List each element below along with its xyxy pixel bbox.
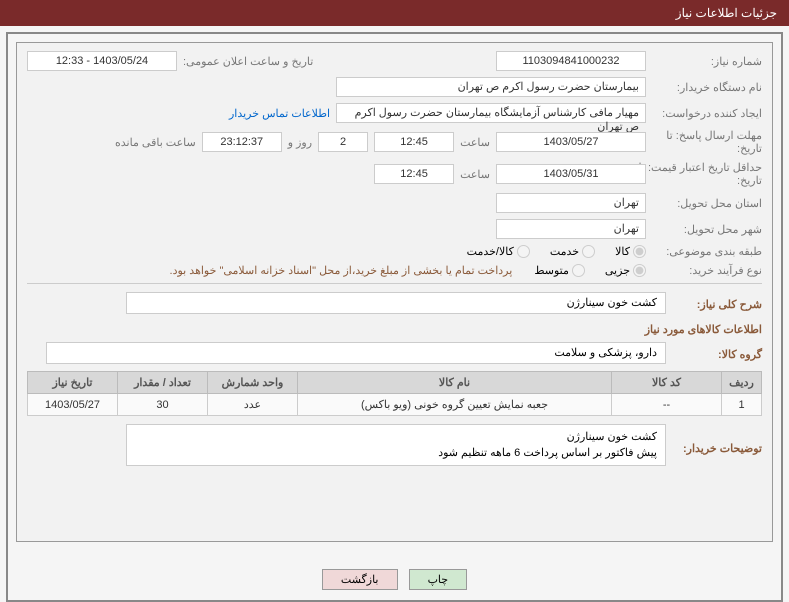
- items-table: ردیف کد کالا نام کالا واحد شمارش تعداد /…: [27, 371, 762, 416]
- time-remaining-field: 23:12:37: [202, 132, 282, 152]
- th-row: ردیف: [722, 372, 762, 394]
- category-label: طبقه بندی موضوعی:: [652, 245, 762, 258]
- days-and-label: روز و: [288, 136, 312, 149]
- need-number-field: 1103094841000232: [496, 51, 646, 71]
- requester-label: ایجاد کننده درخواست:: [652, 107, 762, 120]
- row-price-validity: حداقل تاریخ اعتبار قیمت: تا تاریخ: 1403/…: [27, 161, 762, 187]
- buyer-org-label: نام دستگاه خریدار:: [652, 81, 762, 94]
- city-field: تهران: [496, 219, 646, 239]
- items-section-title: اطلاعات کالاهای مورد نیاز: [27, 323, 762, 336]
- row-purchase-type: نوع فرآیند خرید: جزیی متوسط پرداخت تمام …: [27, 264, 762, 277]
- td-unit: عدد: [208, 394, 298, 416]
- buyer-notes-line1: کشت خون سینارژن: [135, 429, 657, 445]
- price-validity-date-field: 1403/05/31: [496, 164, 646, 184]
- th-name: نام کالا: [298, 372, 612, 394]
- buyer-contact-link[interactable]: اطلاعات تماس خریدار: [229, 107, 330, 120]
- radio-service-label: خدمت: [550, 245, 579, 258]
- row-response-deadline: مهلت ارسال پاسخ: تا تاریخ: 1403/05/27 سا…: [27, 129, 762, 155]
- back-button[interactable]: بازگشت: [322, 569, 398, 590]
- radio-goods[interactable]: کالا: [615, 245, 646, 258]
- province-label: استان محل تحویل:: [652, 197, 762, 210]
- purchase-type-label: نوع فرآیند خرید:: [652, 264, 762, 277]
- purchase-radio-group: جزیی متوسط: [518, 264, 646, 277]
- radio-service[interactable]: خدمت: [550, 245, 595, 258]
- radio-goods-label: کالا: [615, 245, 630, 258]
- td-qty: 30: [118, 394, 208, 416]
- goods-group-field: دارو، پزشکی و سلامت: [46, 342, 666, 364]
- response-time-field: 12:45: [374, 132, 454, 152]
- radio-small[interactable]: جزیی: [605, 264, 646, 277]
- days-remaining-field: 2: [318, 132, 368, 152]
- radio-medium-label: متوسط: [534, 264, 569, 277]
- buyer-notes-line2: پیش فاکتور بر اساس پرداخت 6 ماهه تنظیم ش…: [135, 445, 657, 461]
- remaining-label: ساعت باقی مانده: [115, 136, 196, 149]
- category-radio-group: کالا خدمت کالا/خدمت: [451, 245, 646, 258]
- row-need-number: شماره نیاز: 1103094841000232 تاریخ و ساع…: [27, 51, 762, 71]
- buyer-notes-label: توضیحات خریدار:: [672, 432, 762, 455]
- outer-border: شماره نیاز: 1103094841000232 تاریخ و ساع…: [6, 32, 783, 602]
- row-requester: ایجاد کننده درخواست: مهیار مافی کارشناس …: [27, 103, 762, 123]
- row-category: طبقه بندی موضوعی: کالا خدمت کالا/خدمت: [27, 245, 762, 258]
- requester-field: مهیار مافی کارشناس آزمایشگاه بیمارستان ح…: [336, 103, 646, 123]
- payment-note: پرداخت تمام یا بخشی از مبلغ خرید،از محل …: [170, 264, 513, 277]
- td-date: 1403/05/27: [28, 394, 118, 416]
- radio-small-label: جزیی: [605, 264, 630, 277]
- announce-datetime-label: تاریخ و ساعت اعلان عمومی:: [183, 55, 313, 68]
- buyer-org-field: بیمارستان حضرت رسول اکرم ص تهران: [336, 77, 646, 97]
- province-field: تهران: [496, 193, 646, 213]
- button-row: چاپ بازگشت: [8, 569, 781, 590]
- radio-both-label: کالا/خدمت: [467, 245, 514, 258]
- print-button[interactable]: چاپ: [409, 569, 468, 590]
- td-code: --: [612, 394, 722, 416]
- goods-group-label: گروه کالا:: [672, 348, 762, 361]
- th-qty: تعداد / مقدار: [118, 372, 208, 394]
- table-row: 1 -- جعبه نمایش تعیین گروه خونی (ویو باک…: [28, 394, 762, 416]
- radio-both-input[interactable]: [517, 245, 530, 258]
- row-buyer-org: نام دستگاه خریدار: بیمارستان حضرت رسول ا…: [27, 77, 762, 97]
- radio-medium-input[interactable]: [572, 264, 585, 277]
- row-buyer-notes: توضیحات خریدار: کشت خون سینارژن پیش فاکت…: [27, 424, 762, 466]
- response-deadline-label: مهلت ارسال پاسخ: تا تاریخ:: [652, 129, 762, 155]
- need-summary-label: شرح کلی نیاز:: [672, 298, 762, 311]
- price-validity-time-field: 12:45: [374, 164, 454, 184]
- radio-service-input[interactable]: [582, 245, 595, 258]
- row-province: استان محل تحویل: تهران: [27, 193, 762, 213]
- row-goods-group: گروه کالا: دارو، پزشکی و سلامت: [27, 340, 762, 365]
- radio-both[interactable]: کالا/خدمت: [467, 245, 530, 258]
- form-panel: شماره نیاز: 1103094841000232 تاریخ و ساع…: [16, 42, 773, 542]
- radio-medium[interactable]: متوسط: [534, 264, 585, 277]
- hour-label-1: ساعت: [460, 136, 490, 149]
- need-summary-field: کشت خون سینارژن: [126, 292, 666, 314]
- radio-goods-input[interactable]: [633, 245, 646, 258]
- th-date: تاریخ نیاز: [28, 372, 118, 394]
- th-code: کد کالا: [612, 372, 722, 394]
- table-header-row: ردیف کد کالا نام کالا واحد شمارش تعداد /…: [28, 372, 762, 394]
- td-row-n: 1: [722, 394, 762, 416]
- city-label: شهر محل تحویل:: [652, 223, 762, 236]
- response-date-field: 1403/05/27: [496, 132, 646, 152]
- announce-datetime-field: 1403/05/24 - 12:33: [27, 51, 177, 71]
- row-need-summary: شرح کلی نیاز: کشت خون سینارژن: [27, 290, 762, 315]
- td-name: جعبه نمایش تعیین گروه خونی (ویو باکس): [298, 394, 612, 416]
- hour-label-2: ساعت: [460, 168, 490, 181]
- th-unit: واحد شمارش: [208, 372, 298, 394]
- radio-small-input[interactable]: [633, 264, 646, 277]
- row-city: شهر محل تحویل: تهران: [27, 219, 762, 239]
- panel-header: جزئیات اطلاعات نیاز: [0, 0, 789, 26]
- need-number-label: شماره نیاز:: [652, 55, 762, 68]
- buyer-notes-field: کشت خون سینارژن پیش فاکتور بر اساس پرداخ…: [126, 424, 666, 466]
